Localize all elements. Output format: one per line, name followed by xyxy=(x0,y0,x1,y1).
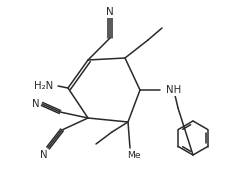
Text: H₂N: H₂N xyxy=(34,81,54,91)
Text: Me: Me xyxy=(127,151,141,159)
Text: N: N xyxy=(32,99,40,109)
Text: N: N xyxy=(106,7,114,17)
Text: N: N xyxy=(40,150,48,160)
Text: NH: NH xyxy=(166,85,181,95)
